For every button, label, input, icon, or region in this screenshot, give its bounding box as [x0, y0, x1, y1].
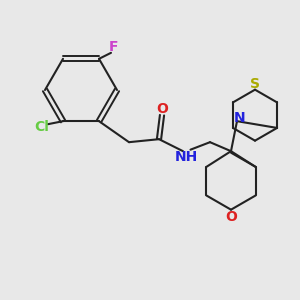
- Text: O: O: [156, 102, 168, 116]
- Text: Cl: Cl: [34, 120, 50, 134]
- Text: NH: NH: [174, 150, 198, 164]
- Text: O: O: [225, 210, 237, 224]
- Text: F: F: [109, 40, 119, 54]
- Text: S: S: [250, 77, 260, 91]
- Text: N: N: [234, 111, 246, 125]
